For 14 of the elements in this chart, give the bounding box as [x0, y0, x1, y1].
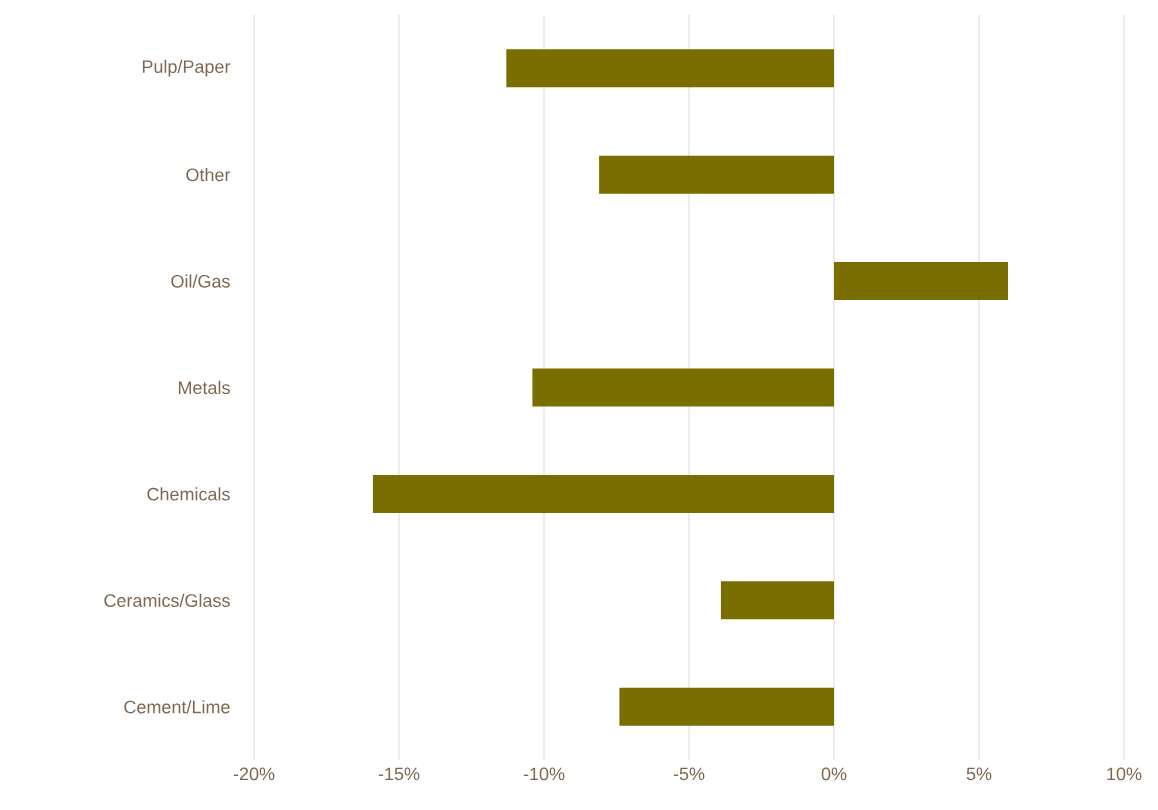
y-tick-label: Ceramics/Glass — [104, 593, 230, 607]
y-tick-label: Pulp/Paper — [142, 59, 231, 77]
x-tick-label: -15% — [378, 767, 420, 781]
x-tick-label: 0% — [821, 767, 847, 781]
x-tick-label: -20% — [233, 767, 275, 781]
y-tick-label: Oil/Gas — [171, 274, 230, 288]
x-tick-label: 10% — [1107, 767, 1142, 781]
y-tick-label: Metals — [178, 380, 230, 395]
x-tick-label: 5% — [966, 767, 992, 781]
y-tick-label: Cement/Lime — [124, 700, 230, 714]
x-tick-label: -10% — [523, 767, 565, 781]
y-tick-label: Other — [186, 168, 231, 182]
x-tick-label: -5% — [673, 767, 705, 781]
y-tick-label: Chemicals — [147, 487, 230, 501]
